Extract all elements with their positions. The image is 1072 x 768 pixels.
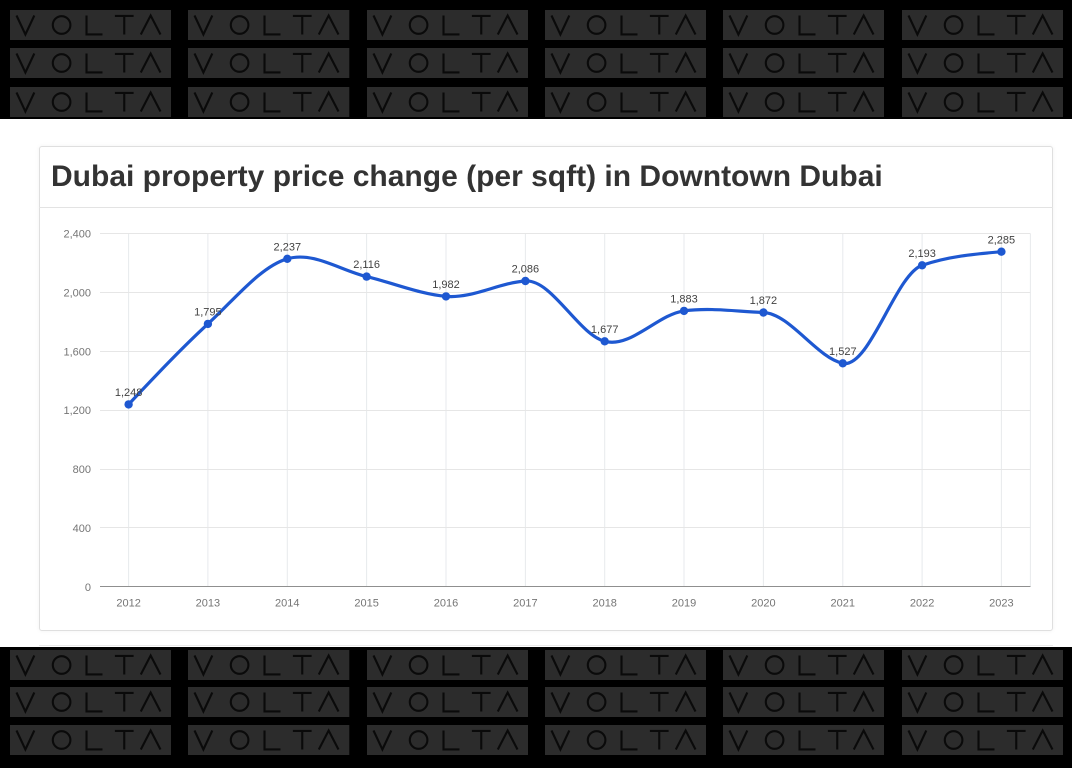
- svg-text:2013: 2013: [196, 598, 220, 610]
- svg-text:1,872: 1,872: [750, 295, 778, 307]
- svg-text:2019: 2019: [672, 598, 696, 610]
- svg-text:1,200: 1,200: [63, 405, 91, 417]
- svg-text:2,193: 2,193: [908, 248, 936, 260]
- svg-text:2,285: 2,285: [988, 234, 1016, 246]
- svg-text:1,527: 1,527: [829, 346, 857, 358]
- svg-text:1,677: 1,677: [591, 324, 619, 336]
- svg-text:2,086: 2,086: [512, 264, 540, 276]
- svg-text:1,795: 1,795: [194, 307, 222, 319]
- svg-text:2018: 2018: [592, 598, 616, 610]
- svg-text:2,000: 2,000: [63, 287, 91, 299]
- svg-text:2016: 2016: [434, 598, 458, 610]
- svg-text:2,116: 2,116: [353, 259, 380, 271]
- svg-text:2020: 2020: [751, 598, 775, 610]
- svg-text:0: 0: [85, 582, 91, 594]
- svg-text:800: 800: [73, 464, 91, 476]
- svg-text:1,600: 1,600: [63, 346, 91, 358]
- svg-text:2,400: 2,400: [63, 229, 91, 241]
- svg-text:2021: 2021: [831, 598, 855, 610]
- svg-text:2014: 2014: [275, 598, 299, 610]
- svg-text:2,237: 2,237: [274, 241, 302, 253]
- svg-text:2023: 2023: [989, 598, 1013, 610]
- svg-text:1,248: 1,248: [115, 387, 143, 399]
- svg-text:2017: 2017: [513, 598, 537, 610]
- svg-text:2022: 2022: [910, 598, 934, 610]
- svg-text:400: 400: [73, 523, 91, 535]
- svg-text:2012: 2012: [116, 598, 140, 610]
- svg-text:1,883: 1,883: [670, 294, 698, 306]
- svg-text:2015: 2015: [354, 598, 378, 610]
- svg-text:1,982: 1,982: [432, 279, 460, 291]
